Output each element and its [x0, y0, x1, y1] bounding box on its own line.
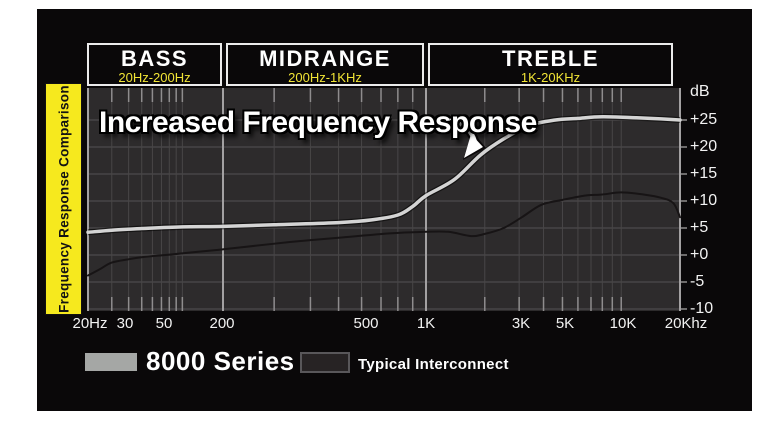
x-tick-label: 30 [116, 315, 134, 332]
band-title-treble: TREBLE [502, 46, 599, 71]
band-range-bass: 20Hz-200Hz [118, 70, 191, 85]
x-tick-label: 5K [555, 315, 575, 332]
legend-swatch-typical-interconnect [300, 352, 350, 373]
series-curve-8000-series [86, 115, 682, 235]
x-tick-label: 1K [416, 315, 436, 332]
y-tick-label: -5 [690, 273, 705, 290]
series-curve-typical-interconnect [87, 191, 681, 277]
band-range-midrange: 200Hz-1KHz [288, 70, 362, 85]
legend-label-typical-interconnect: Typical Interconnect [358, 356, 509, 373]
band-box-bass: BASS 20Hz-200Hz [87, 43, 222, 86]
sidebar-label-text: Frequency Response Comparison [56, 85, 71, 313]
sidebar-vertical-label: Frequency Response Comparison [45, 83, 82, 315]
x-tick-label: 20Khz [664, 315, 708, 332]
chart-canvas: Frequency Response Comparison BASS 20Hz-… [37, 9, 752, 411]
band-title-midrange: MIDRANGE [259, 46, 391, 71]
legend-label-8000-series: 8000 Series [146, 346, 295, 376]
y-tick-label: +5 [690, 219, 709, 236]
y-tick-label: +15 [690, 165, 718, 182]
band-title-bass: BASS [120, 46, 189, 71]
band-box-midrange: MIDRANGE 200Hz-1KHz [226, 43, 424, 86]
x-tick-label: 20Hz [72, 315, 108, 332]
y-tick-label: +20 [690, 138, 718, 155]
plot-area [86, 88, 687, 311]
band-range-treble: 1K-20KHz [520, 70, 581, 85]
legend-swatch-8000-series [85, 353, 137, 371]
frequency-response-plot [86, 88, 687, 311]
x-tick-label: 10K [609, 315, 637, 332]
y-tick-label: +10 [690, 192, 718, 209]
y-tick-label: -10 [690, 300, 714, 317]
band-box-treble: TREBLE 1K-20KHz [428, 43, 673, 86]
x-tick-label: 3K [511, 315, 531, 332]
headline-annotation: Increased Frequency Response [99, 106, 537, 139]
y-axis-unit-label: dB [690, 83, 710, 100]
x-tick-label: 50 [155, 315, 173, 332]
y-tick-label: +0 [690, 246, 709, 263]
y-tick-label: +25 [690, 111, 718, 128]
x-tick-label: 500 [353, 315, 379, 332]
x-tick-label: 200 [209, 315, 235, 332]
